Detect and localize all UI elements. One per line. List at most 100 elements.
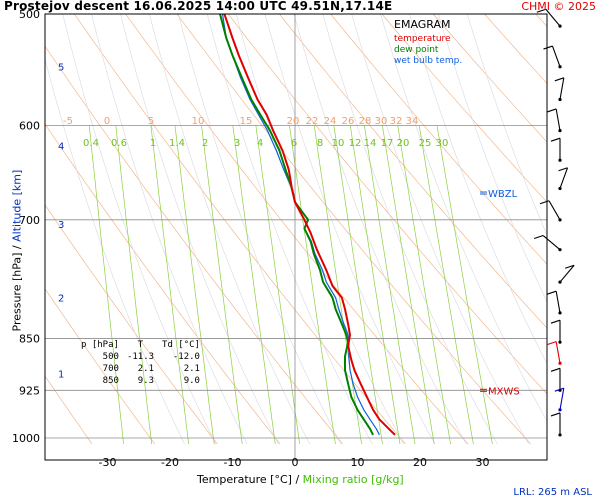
x-tick-label: 20	[413, 456, 427, 469]
wind-barb-dot	[558, 25, 561, 28]
table-cell: 2.1	[123, 363, 158, 375]
legend-item-wet-bulb: wet bulb temp.	[394, 56, 492, 67]
wind-barb-dot	[558, 65, 561, 68]
table-row: 500 -11.3 -12.0	[77, 351, 204, 363]
x-tick-label: 10	[351, 456, 365, 469]
x-tick-label: -20	[161, 456, 179, 469]
wind-barb-staff	[552, 46, 560, 67]
chart-title: Prostejov descent 16.06.2025 14:00 UTC 4…	[4, 0, 392, 13]
table-cell: 2.1	[158, 363, 204, 375]
values-table: p [hPa] T Td [°C] 500 -11.3 -12.0 700 2.…	[77, 339, 204, 387]
wind-barb-dot	[558, 187, 561, 190]
pressure-tick-label: 850	[19, 333, 40, 346]
mixing-ratio-label: 12	[349, 138, 362, 149]
dry-adiabat-label: 24	[324, 116, 337, 127]
wind-barb-staff	[556, 342, 560, 364]
pressure-tick-label: 600	[19, 120, 40, 133]
mixing-ratio-label: 0.4	[83, 138, 99, 149]
wind-barb	[547, 291, 561, 314]
wind-barb	[551, 320, 562, 344]
mixing-ratio-label: 0.6	[111, 138, 127, 149]
y-axis-pressure-label: Pressure [hPa]	[11, 253, 24, 332]
table-row: 850 9.3 9.0	[77, 375, 204, 387]
legend-item-temperature: temperature	[394, 34, 492, 45]
table-header-p: p [hPa]	[77, 339, 123, 351]
wind-barb-dot	[558, 311, 561, 314]
wind-barb	[551, 413, 562, 437]
table-header-td: Td [°C]	[158, 339, 204, 351]
altitude-tick-label: 1	[58, 370, 64, 381]
wind-barb-flag	[547, 342, 556, 345]
altitude-tick-label: 2	[58, 294, 64, 305]
table-cell: 9.3	[123, 375, 158, 387]
wind-barb-flag	[551, 368, 560, 371]
wind-barb-staff	[560, 168, 568, 189]
wind-barb-flag	[551, 413, 560, 416]
wind-barb	[558, 168, 567, 190]
pressure-tick-label: 1000	[12, 432, 40, 445]
wind-barb	[551, 368, 562, 392]
mixing-ratio-label: 14	[364, 138, 377, 149]
y-axis-sep: /	[11, 245, 24, 249]
wind-barb	[558, 265, 574, 283]
legend-title: EMAGRAM	[394, 18, 492, 31]
legend: EMAGRAM temperature dew point wet bulb t…	[394, 18, 492, 67]
mixing-ratio-label: 25	[419, 138, 432, 149]
x-axis-label: Temperature [°C] / Mixing ratio [g/kg]	[197, 473, 404, 486]
marker-label: WBZL	[488, 189, 518, 200]
wind-barb	[555, 78, 564, 101]
mixing-ratio-label: 20	[397, 138, 410, 149]
mixing-ratio-label: 8	[317, 138, 323, 149]
wind-barb	[547, 109, 561, 132]
table-row: 700 2.1 2.1	[77, 363, 204, 375]
altitude-tick-label: 5	[58, 63, 64, 74]
wind-barb-dot	[558, 433, 561, 436]
mixing-ratio-label: 1.4	[169, 138, 185, 149]
wind-barb-dot	[558, 280, 561, 283]
dry-adiabat-label: 0	[104, 116, 110, 127]
mixing-ratio-label: 2	[202, 138, 208, 149]
table-cell: 700	[77, 363, 123, 375]
wind-barb-staff	[556, 109, 560, 131]
mixing-ratio-label: 30	[436, 138, 449, 149]
mixing-ratio-label: 10	[332, 138, 345, 149]
table-header-t: T	[123, 339, 158, 351]
dry-adiabat-label: 10	[192, 116, 205, 127]
wind-barb-dot	[558, 341, 561, 344]
wind-barb-dot	[558, 218, 561, 221]
y-axis-label: Pressure [hPa] / Altitude [km]	[11, 182, 24, 332]
wind-barb-staff	[560, 78, 564, 100]
wind-barb-staff	[549, 201, 560, 220]
mixing-ratio-label: 1	[150, 138, 156, 149]
altitude-tick-label: 3	[58, 220, 64, 231]
mixing-ratio-label: 6	[291, 138, 297, 149]
wind-barb	[547, 342, 561, 365]
table-cell: 500	[77, 351, 123, 363]
x-axis-temp-label: Temperature [°C]	[197, 473, 292, 486]
wind-barb-flag	[547, 109, 556, 112]
dry-adiabat-label: 5	[148, 116, 154, 127]
x-tick-label: -10	[224, 456, 242, 469]
copyright-label: CHMI © 2025	[521, 0, 596, 13]
dry-adiabat-label: 20	[287, 116, 300, 127]
y-axis-alt-label: Altitude [km]	[11, 170, 24, 242]
wind-barb-flag	[555, 78, 564, 81]
table-cell: 850	[77, 375, 123, 387]
dry-adiabat-label: 28	[359, 116, 372, 127]
mixing-ratio-label: 4	[257, 138, 263, 149]
wind-barb-dot	[558, 362, 561, 365]
wind-barb-dot	[558, 408, 561, 411]
dry-adiabat-label: 22	[306, 116, 319, 127]
marker-label: MXWS	[488, 386, 520, 397]
wind-barb-flag	[551, 138, 560, 141]
x-tick-label: 0	[292, 456, 299, 469]
wind-barb-staff	[556, 291, 560, 313]
altitude-tick-label: 4	[58, 142, 64, 153]
dry-adiabat-label: 15	[240, 116, 253, 127]
lrl-label: LRL: 265 m ASL	[513, 487, 592, 498]
dry-adiabat-line	[587, 14, 600, 444]
wind-barb-flag	[547, 291, 556, 294]
x-axis-mix-label: Mixing ratio [g/kg]	[303, 473, 404, 486]
pressure-tick-label: 925	[19, 384, 40, 397]
